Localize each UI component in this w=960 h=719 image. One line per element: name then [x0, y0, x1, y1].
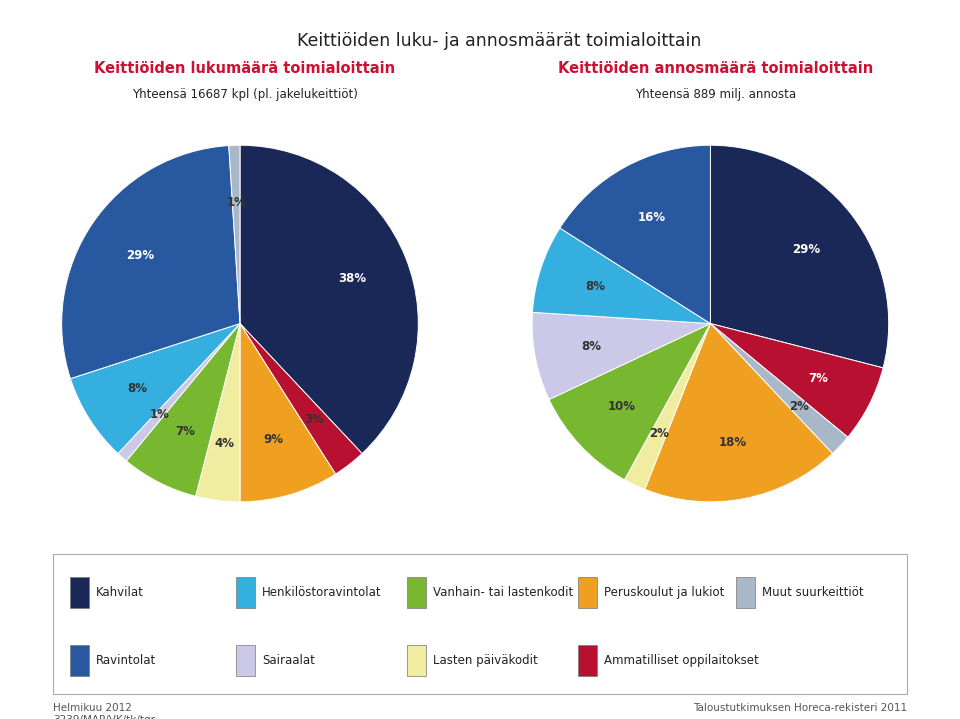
Wedge shape: [533, 228, 710, 324]
Text: 3%: 3%: [304, 413, 324, 426]
Wedge shape: [240, 324, 362, 474]
Text: 29%: 29%: [126, 249, 154, 262]
Bar: [236, 577, 255, 608]
Text: Sairaalat: Sairaalat: [262, 654, 315, 667]
Wedge shape: [118, 324, 240, 461]
Text: Helmikuu 2012
3239/MAP/VK/tk/tgr: Helmikuu 2012 3239/MAP/VK/tk/tgr: [53, 703, 155, 719]
Wedge shape: [532, 312, 710, 400]
Text: 8%: 8%: [128, 382, 148, 395]
Text: 1%: 1%: [150, 408, 170, 421]
Text: Taloustutkimuksen Horeca-rekisteri 2011: Taloustutkimuksen Horeca-rekisteri 2011: [693, 703, 907, 713]
Bar: [236, 645, 255, 676]
Text: 8%: 8%: [585, 280, 605, 293]
Text: Keittiöiden annosmäärä toimialoittain: Keittiöiden annosmäärä toimialoittain: [558, 61, 873, 76]
Text: 9%: 9%: [264, 434, 284, 446]
Bar: [578, 577, 597, 608]
Text: Yhteensä 889 milj. annosta: Yhteensä 889 milj. annosta: [635, 88, 796, 101]
Text: 16%: 16%: [638, 211, 666, 224]
Text: 1%: 1%: [227, 196, 246, 209]
Bar: [407, 577, 426, 608]
Wedge shape: [625, 324, 710, 490]
Wedge shape: [645, 324, 832, 502]
Text: 29%: 29%: [792, 243, 820, 256]
Text: Ammatilliset oppilaitokset: Ammatilliset oppilaitokset: [604, 654, 758, 667]
Wedge shape: [560, 145, 710, 324]
Wedge shape: [240, 324, 336, 502]
Text: 4%: 4%: [215, 437, 235, 450]
Text: 10%: 10%: [608, 400, 636, 413]
Text: Muut suurkeittiöt: Muut suurkeittiöt: [762, 587, 864, 600]
Wedge shape: [549, 324, 710, 480]
Text: 2%: 2%: [789, 400, 808, 413]
Text: 38%: 38%: [339, 273, 367, 285]
Text: Vanhain- tai lastenkodit: Vanhain- tai lastenkodit: [433, 587, 573, 600]
Wedge shape: [61, 145, 240, 379]
Text: Keittiöiden lukumäärä toimialoittain: Keittiöiden lukumäärä toimialoittain: [94, 61, 396, 76]
Text: Keittiöiden luku- ja annosmäärät toimialoittain: Keittiöiden luku- ja annosmäärät toimial…: [297, 32, 702, 50]
Wedge shape: [196, 324, 240, 502]
Bar: [70, 645, 88, 676]
Wedge shape: [710, 324, 848, 454]
Bar: [736, 577, 756, 608]
Text: Henkilöstoravintolat: Henkilöstoravintolat: [262, 587, 382, 600]
Bar: [70, 577, 88, 608]
Wedge shape: [710, 324, 883, 437]
Text: taloustutkimus oy: taloustutkimus oy: [21, 29, 262, 53]
Bar: [578, 645, 597, 676]
Text: Kahvilat: Kahvilat: [95, 587, 143, 600]
Wedge shape: [70, 324, 240, 454]
Text: 7%: 7%: [808, 372, 828, 385]
Text: Yhteensä 16687 kpl (pl. jakelukeittiöt): Yhteensä 16687 kpl (pl. jakelukeittiöt): [132, 88, 358, 101]
Wedge shape: [228, 145, 240, 324]
Text: 7%: 7%: [175, 425, 195, 438]
Text: Ravintolat: Ravintolat: [95, 654, 156, 667]
Wedge shape: [240, 145, 419, 454]
Text: 2%: 2%: [649, 427, 669, 440]
Text: Lasten päiväkodit: Lasten päiväkodit: [433, 654, 538, 667]
Text: Peruskoulut ja lukiot: Peruskoulut ja lukiot: [604, 587, 724, 600]
Text: 8%: 8%: [582, 340, 601, 353]
Bar: [407, 645, 426, 676]
Wedge shape: [710, 145, 889, 368]
Text: 18%: 18%: [719, 436, 747, 449]
Wedge shape: [127, 324, 240, 496]
